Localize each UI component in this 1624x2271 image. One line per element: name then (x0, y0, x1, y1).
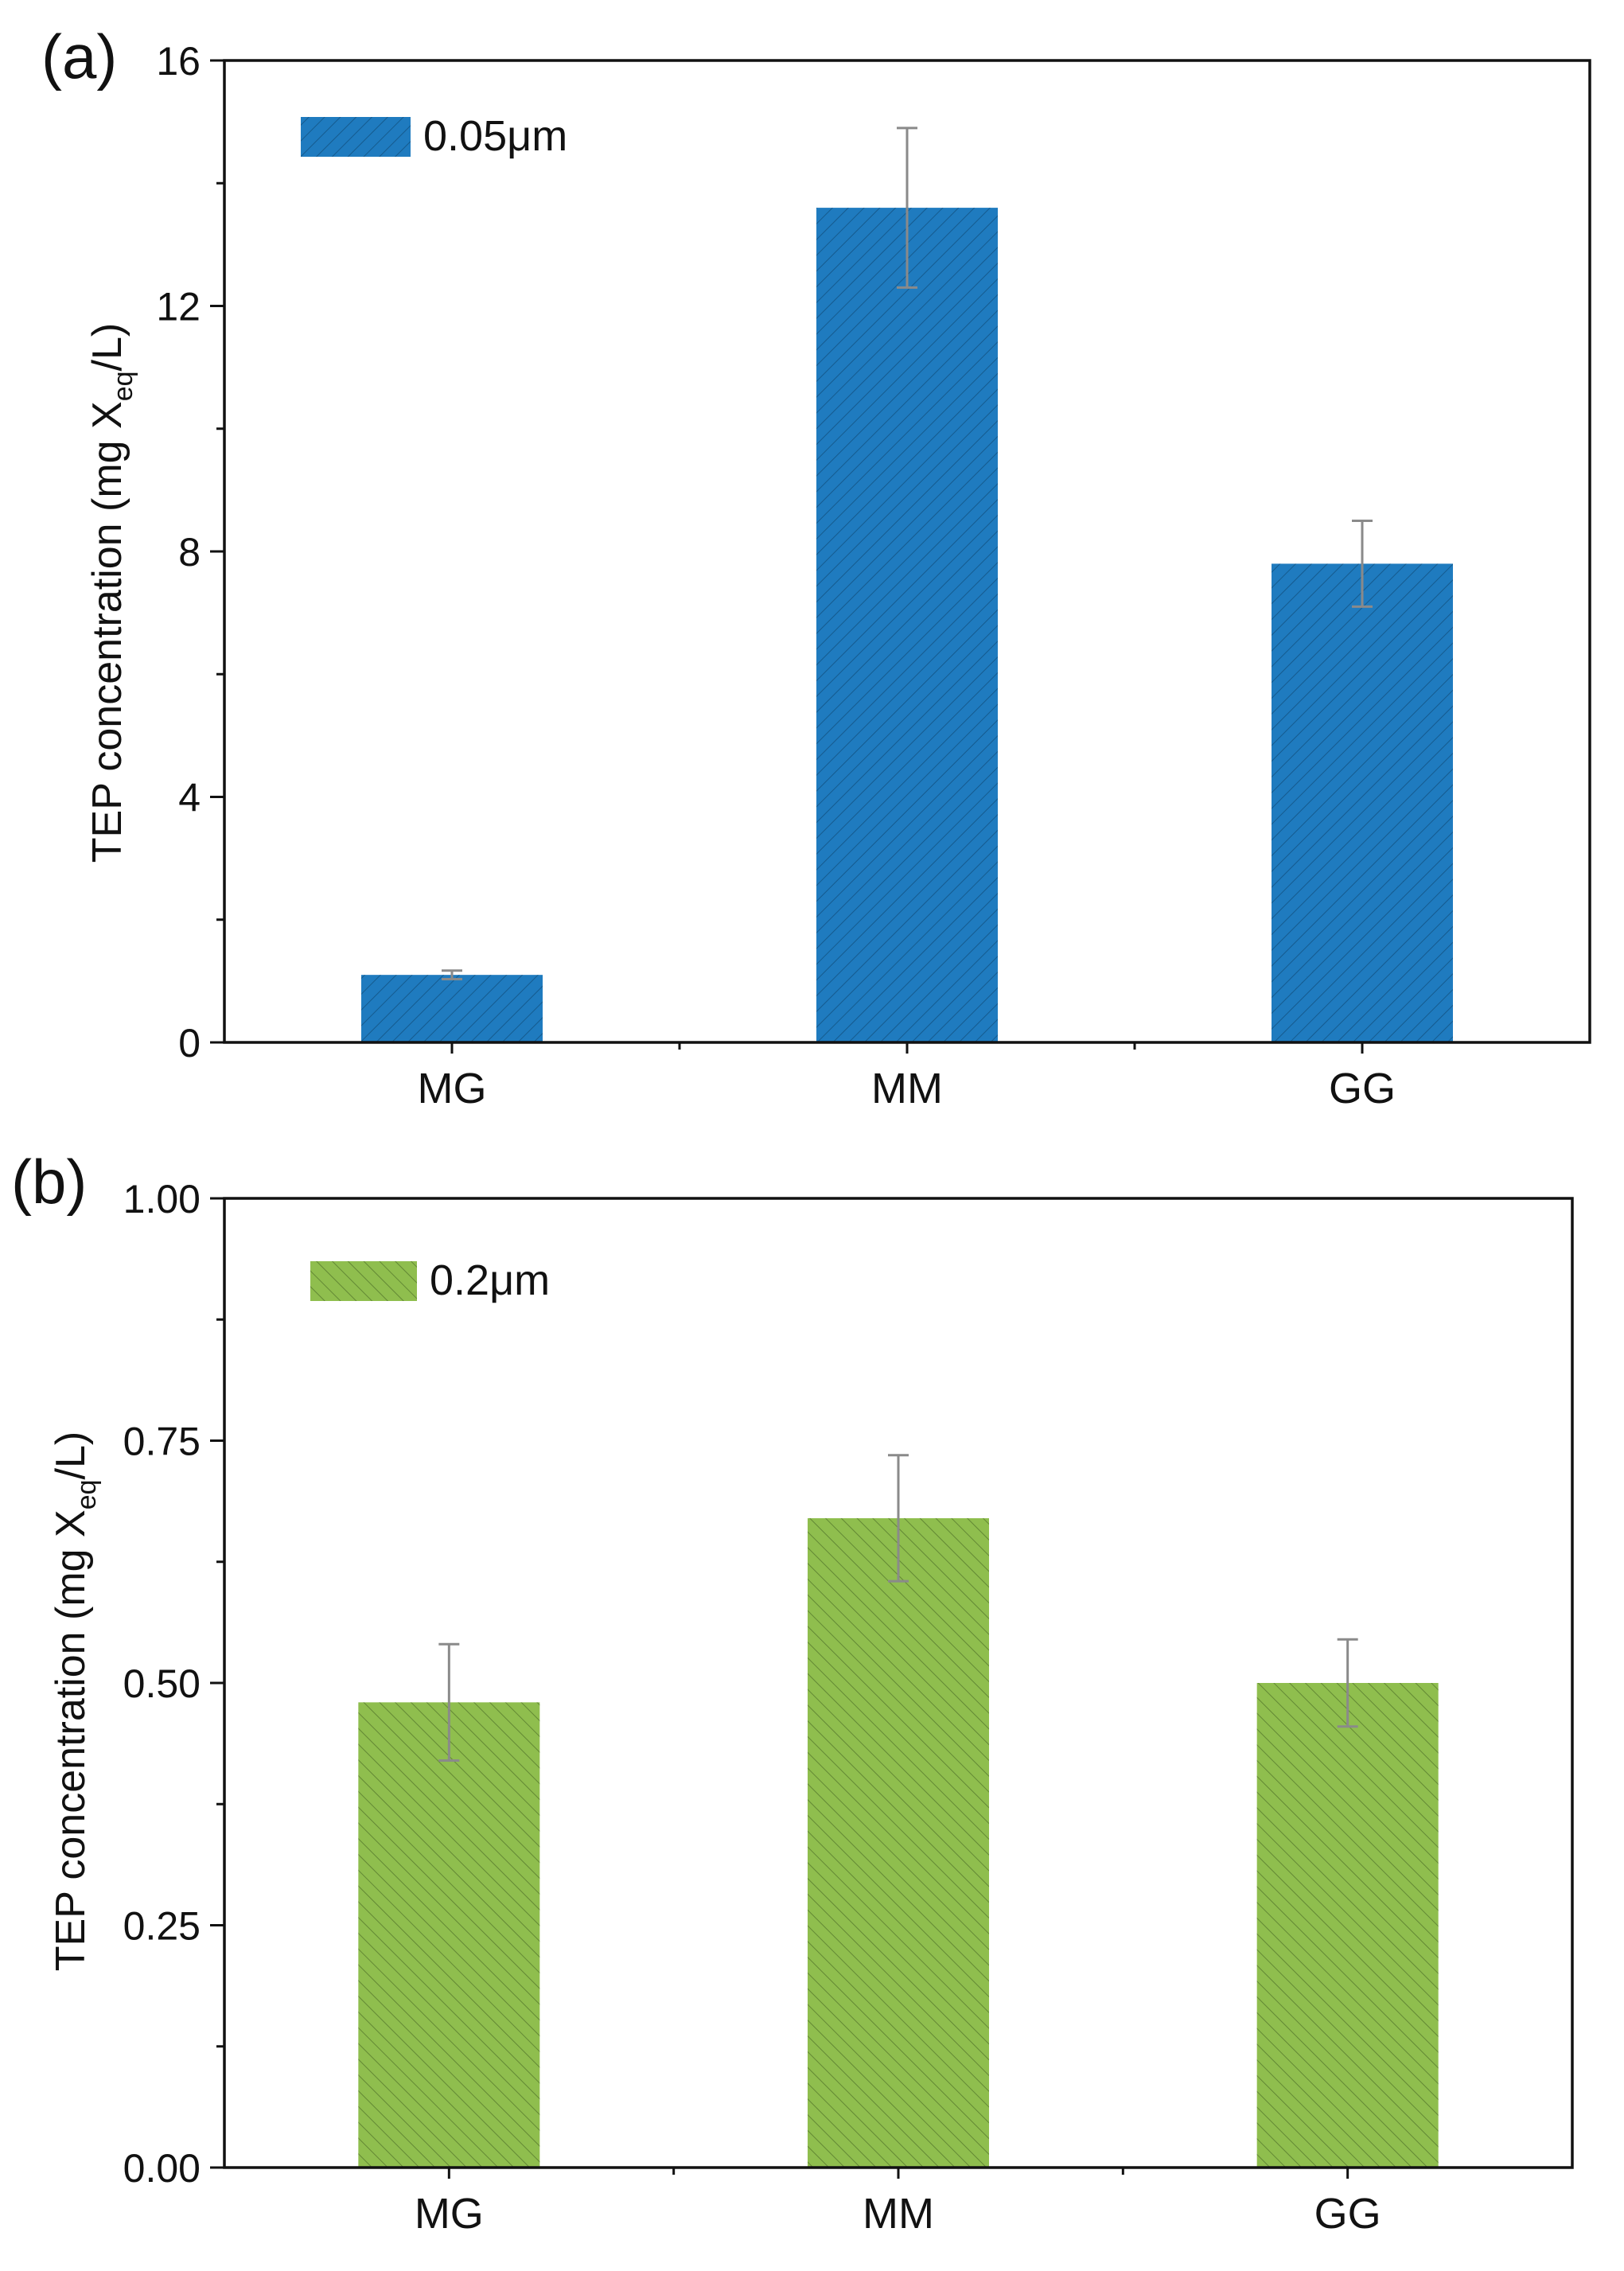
panel-a-x-tick-label-gg: GG (1329, 1065, 1396, 1112)
panel-b-ylabel-main: TEP concentration (mg X (48, 1509, 94, 1971)
panel-a-ylabel-sub: eq (108, 371, 138, 401)
panel-b-x-tick-label-gg: GG (1314, 2190, 1381, 2238)
panel-b-bar-hatch-gg (1256, 1683, 1439, 2168)
panel-a-legend-label: 0.05μm (423, 112, 567, 160)
panel-a-bar-hatch-mg (361, 975, 543, 1042)
panel-a-y-axis-label: TEP concentration (mg Xeq/L) (84, 323, 138, 863)
panel-a-x-tick-label-mg: MG (418, 1065, 487, 1112)
panel-a-bar-hatch-gg (1272, 563, 1453, 1042)
panel-b-ylabel-sub: eq (72, 1479, 102, 1509)
panel-a-y-tick-label: 4 (178, 776, 201, 820)
panel-b-ylabel-end: /L) (48, 1432, 94, 1480)
panel-a-ylabel-main: TEP concentration (mg X (84, 401, 130, 863)
panel-a-label: (a) (41, 21, 117, 92)
panel-b-legend-swatch-hatch (310, 1261, 417, 1301)
panel-b-y-tick-label: 0.75 (123, 1420, 201, 1464)
panel-a-x-tick-label-mm: MM (871, 1065, 943, 1112)
panel-a-y-tick-label: 0 (178, 1021, 201, 1065)
panel-a-bar-hatch-mm (816, 208, 998, 1043)
panel-b-y-axis-label: TEP concentration (mg Xeq/L) (48, 1432, 102, 1972)
panel-a-y-tick-label: 12 (156, 285, 201, 329)
chart-panel-b: (b) TEP concentration (mg Xeq/L) MG MM GG 0… (11, 1147, 1574, 2238)
panel-a-legend-swatch-hatch (301, 117, 411, 157)
panel-b-x-tick-label-mg: MG (415, 2190, 484, 2238)
panel-a-ylabel-end: /L) (84, 323, 130, 372)
panel-a-plot-frame (223, 59, 1591, 1044)
panel-b-bar-hatch-mm (808, 1517, 989, 2168)
panel-b-legend-label: 0.2μm (430, 1256, 550, 1304)
panel-b-plot-frame (223, 1197, 1574, 2169)
panel-a-y-tick-label: 16 (156, 39, 201, 84)
panel-a-y-tick-label: 8 (178, 530, 201, 575)
panel-b-y-tick-label: 0.00 (123, 2146, 201, 2191)
panel-b-y-tick-label: 1.00 (123, 1177, 201, 1221)
panel-b-x-tick-label-mm: MM (863, 2190, 934, 2238)
panel-b-label: (b) (11, 1147, 87, 1217)
chart-panel-a: (a) TEP concentration (mg Xeq/L) MG MM GG 0… (41, 21, 1591, 1112)
panel-b-bar-hatch-mg (358, 1702, 540, 2168)
panel-b-y-tick-label: 0.25 (123, 1904, 201, 1949)
panel-b-y-tick-label: 0.50 (123, 1661, 201, 1706)
